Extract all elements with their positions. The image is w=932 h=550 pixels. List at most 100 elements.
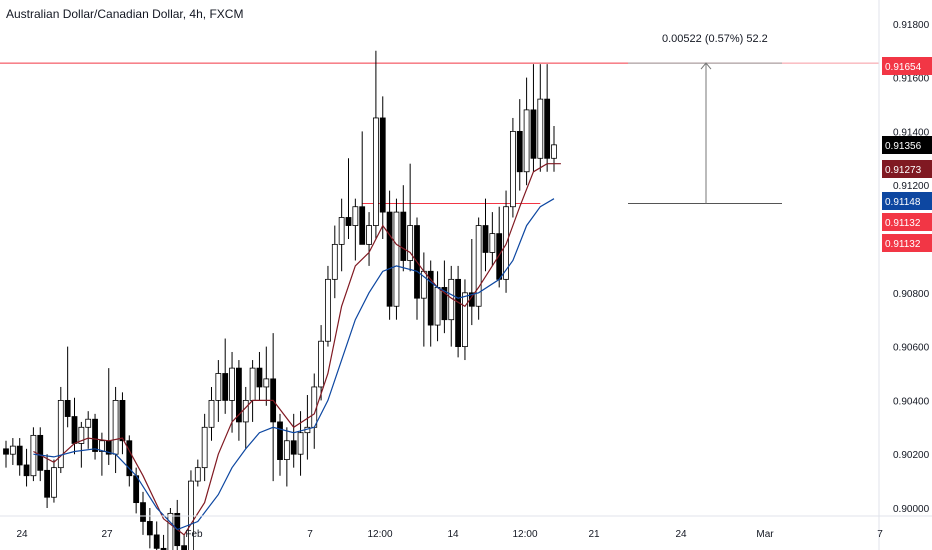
candle-body [153, 534, 160, 549]
x-tick-label: 27 [101, 529, 113, 540]
ma-slow-line [33, 198, 555, 531]
price-labels: 0.91654 0.91356 0.91273 0.91148 0.91132 0.911… [882, 57, 932, 252]
candle-body [379, 117, 386, 213]
candle-body [229, 367, 235, 401]
candle-body [318, 340, 325, 388]
candle-body [112, 399, 119, 455]
candle-body [359, 206, 366, 245]
candle-body [509, 130, 516, 208]
x-tick-label: 7 [877, 529, 883, 540]
candle-body [71, 416, 78, 444]
candle-body [222, 373, 229, 401]
candles [3, 50, 557, 550]
y-tick-label: 0.91600 [893, 74, 930, 85]
candle-body [551, 144, 557, 159]
candle-body [277, 421, 283, 460]
candle-body [372, 117, 379, 226]
moving-averages [33, 163, 561, 536]
candle-body [85, 418, 92, 428]
candle-body [126, 440, 133, 477]
price-badge [882, 160, 932, 178]
candle-body [133, 475, 140, 504]
candle-body [194, 467, 201, 482]
x-tick-label: Feb [185, 529, 203, 540]
candle-body [23, 464, 30, 477]
candle-body [16, 445, 23, 466]
x-tick-label: 12:00 [512, 529, 537, 540]
candle-body [249, 367, 256, 401]
price-badge [882, 136, 932, 154]
candle-body [482, 225, 489, 253]
candle-body [235, 367, 242, 423]
y-tick-label: 0.91800 [893, 20, 930, 31]
candle-body [160, 547, 167, 550]
candle-body [516, 130, 523, 173]
candle-body [352, 206, 359, 226]
candle-body [242, 399, 249, 423]
price-badge [882, 192, 932, 210]
y-tick-label: 0.90800 [893, 289, 930, 300]
candle-body [345, 217, 352, 226]
x-tick-label: 7 [307, 529, 313, 540]
price-badge-text: 0.91148 [885, 197, 921, 208]
candle-body [3, 448, 9, 455]
y-tick-label: 0.91200 [893, 181, 930, 192]
y-tick-label: 0.90000 [893, 504, 930, 515]
candle-body [530, 109, 537, 159]
candle-body [256, 367, 263, 388]
x-tick-label: Mar [756, 529, 774, 540]
candle-body [523, 109, 530, 173]
y-tick-label: 0.90200 [893, 450, 930, 461]
candle-body [393, 211, 400, 307]
candle-body [537, 98, 544, 159]
y-tick-label: 0.91400 [893, 127, 930, 138]
price-badge [882, 57, 932, 75]
measure-label: 0.00522 (0.57%) 52.2 [662, 33, 768, 45]
candle-body [167, 512, 174, 550]
candle-body [64, 399, 71, 417]
candle-body [427, 270, 434, 326]
measure-tool[interactable] [628, 62, 782, 204]
horizontal-lines[interactable] [0, 62, 879, 204]
candle-body [57, 399, 64, 469]
candle-body [386, 211, 393, 307]
price-badge-text: 0.91132 [885, 239, 921, 250]
x-tick-label: 14 [447, 529, 459, 540]
candle-body [51, 467, 57, 498]
candle-body [146, 521, 153, 536]
candle-body [140, 502, 146, 522]
x-tick-label: 24 [16, 529, 28, 540]
price-badge [882, 213, 932, 231]
ma-fast-line [33, 163, 561, 536]
candle-body [366, 225, 372, 245]
candle-body [434, 287, 441, 326]
candle-body [263, 378, 270, 388]
price-badge-text: 0.91132 [885, 218, 921, 229]
price-badge-text: 0.91356 [885, 141, 922, 152]
candle-body [441, 287, 448, 321]
candle-body [215, 373, 222, 401]
measure-arrow-head [700, 62, 712, 70]
candle-body [44, 469, 50, 498]
chart-title: Australian Dollar/Canadian Dollar, 4h, F… [6, 7, 244, 21]
price-badge-text: 0.91654 [885, 62, 922, 73]
candle-body [37, 434, 44, 471]
candle-body [30, 434, 37, 477]
candle-body [297, 432, 304, 455]
candle-body [338, 217, 345, 245]
candle-body [407, 225, 414, 261]
candle-body [9, 445, 16, 455]
candle-body [331, 243, 338, 280]
candle-body [283, 440, 290, 460]
price-badge [882, 234, 932, 252]
candle-body [201, 426, 208, 469]
y-tick-label: 0.90600 [893, 343, 930, 354]
candle-body [496, 233, 503, 280]
candle-body [455, 278, 462, 348]
x-tick-label: 24 [675, 529, 687, 540]
candle-body [181, 545, 188, 550]
candle-body [119, 399, 126, 442]
candle-body [544, 98, 551, 159]
